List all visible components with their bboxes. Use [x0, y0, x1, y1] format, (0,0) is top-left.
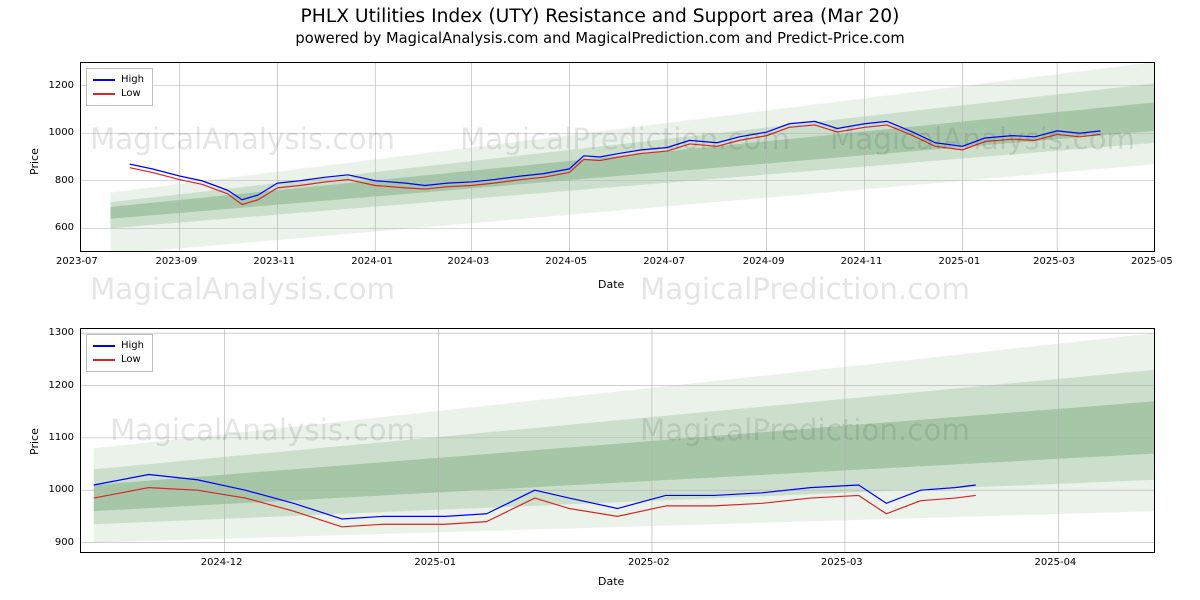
xtick-label: 2024-12: [201, 557, 243, 568]
xtick-label: 2024-03: [447, 256, 489, 267]
legend-label-high-b: High: [121, 339, 144, 353]
ytick-label: 1000: [49, 484, 74, 495]
xtick-label: 2025-03: [821, 557, 863, 568]
ylabel-top: Price: [28, 148, 41, 175]
legend-item-high-b: High: [93, 339, 144, 353]
legend-item-low-b: Low: [93, 353, 144, 367]
xtick-label: 2024-07: [643, 256, 685, 267]
xtick-label: 2025-04: [1035, 557, 1077, 568]
xtick-label: 2025-05: [1131, 256, 1173, 267]
ytick-label: 1100: [49, 432, 74, 443]
chart-svg-bottom: [80, 328, 1155, 553]
xlabel-top: Date: [598, 278, 624, 291]
legend-label-low: Low: [121, 87, 141, 101]
legend-label-high: High: [121, 73, 144, 87]
ylabel-bottom: Price: [28, 428, 41, 455]
watermark-mid-2: MagicalPrediction.com: [640, 272, 970, 306]
xtick-label: 2024-09: [743, 256, 785, 267]
xtick-label: 2024-11: [841, 256, 883, 267]
chart-panel-bottom: MagicalAnalysis.com MagicalPrediction.co…: [80, 328, 1155, 553]
ytick-label: 600: [55, 222, 74, 233]
ytick-label: 1200: [49, 380, 74, 391]
xtick-label: 2025-02: [628, 557, 670, 568]
xlabel-bottom: Date: [598, 575, 624, 588]
figure-title: PHLX Utilities Index (UTY) Resistance an…: [0, 6, 1200, 27]
ytick-label: 900: [55, 537, 74, 548]
xtick-label: 2023-07: [56, 256, 98, 267]
legend-top: High Low: [86, 68, 153, 106]
ytick-label: 1300: [49, 327, 74, 338]
figure-subtitle: powered by MagicalAnalysis.com and Magic…: [0, 30, 1200, 47]
xtick-label: 2025-01: [938, 256, 980, 267]
legend-swatch-low: [93, 93, 115, 95]
figure: PHLX Utilities Index (UTY) Resistance an…: [0, 0, 1200, 600]
chart-panel-top: MagicalAnalysis.com MagicalPrediction.co…: [80, 62, 1155, 252]
legend-label-low-b: Low: [121, 353, 141, 367]
legend-item-low: Low: [93, 87, 144, 101]
legend-swatch-low-b: [93, 359, 115, 361]
xtick-label: 2024-05: [545, 256, 587, 267]
watermark-mid-1: MagicalAnalysis.com: [90, 272, 395, 306]
xtick-label: 2025-01: [414, 557, 456, 568]
legend-swatch-high-b: [93, 345, 115, 347]
ytick-label: 800: [55, 175, 74, 186]
legend-swatch-high: [93, 79, 115, 81]
ytick-label: 1000: [49, 127, 74, 138]
ytick-label: 1200: [49, 80, 74, 91]
xtick-label: 2023-09: [155, 256, 197, 267]
xtick-label: 2025-03: [1033, 256, 1075, 267]
legend-item-high: High: [93, 73, 144, 87]
xtick-label: 2023-11: [253, 256, 295, 267]
legend-bottom: High Low: [86, 334, 153, 372]
xtick-label: 2024-01: [351, 256, 393, 267]
chart-svg-top: [80, 62, 1155, 252]
